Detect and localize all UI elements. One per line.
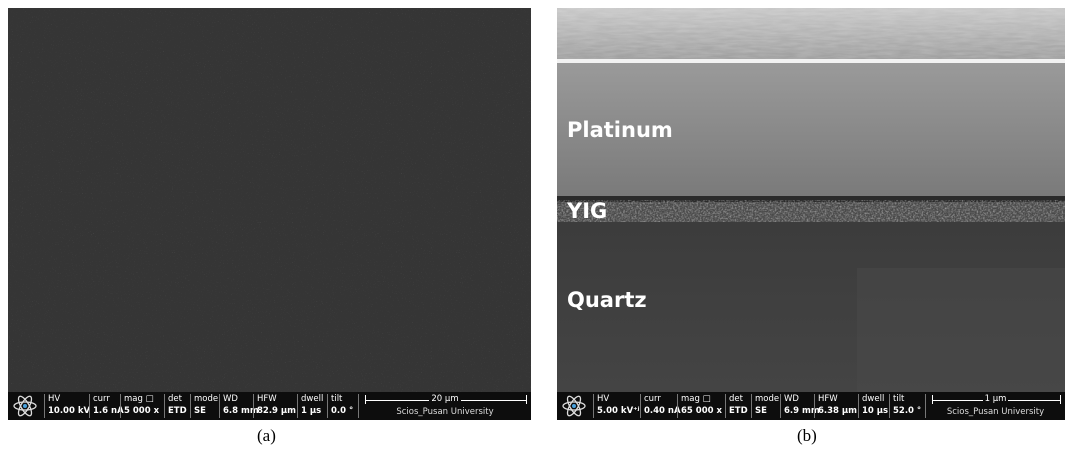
panel-label: (a) [257, 426, 276, 446]
field-value: 10 µs [862, 406, 888, 416]
info-field: HV 10.00 kV [44, 394, 90, 418]
institution: Scios_Pusan University [926, 407, 1065, 417]
field-value: 82.9 µm [257, 406, 296, 416]
info-field: mag □ 5 000 x [120, 394, 159, 418]
info-field: tilt 52.0 ° [889, 394, 921, 418]
info-field: det ETD [725, 394, 748, 418]
info-field: mode SE [190, 394, 218, 418]
sem-image [557, 8, 1065, 392]
field-name: HV [48, 394, 60, 404]
institution: Scios_Pusan University [359, 407, 531, 417]
field-value: SE [755, 406, 779, 416]
field-value: 52.0 ° [893, 406, 921, 416]
field-name: HV [597, 394, 609, 404]
sem-panel: Platinum YIG Quartz HV 5.00 kV⁺ʲ curr 0.40 … [557, 8, 1065, 420]
logo-icon [12, 394, 38, 418]
field-value: ETD [729, 406, 748, 416]
sem-image [8, 8, 531, 392]
field-name: dwell [301, 394, 323, 404]
field-name: mode [194, 394, 218, 404]
info-field: mode SE [751, 394, 779, 418]
field-name: HFW [257, 394, 277, 404]
info-field: dwell 1 µs [297, 394, 323, 418]
layer-label: YIG [567, 199, 607, 223]
page: HV10.00 kVcurr1.6 nAmag □5 000 xdetETDmo… [0, 0, 1067, 450]
field-value: 10.00 kV [48, 406, 90, 416]
field-name: det [168, 394, 182, 404]
scale-bar: 1 µm Scios_Pusan University [925, 394, 1065, 418]
field-name: mag □ [681, 394, 711, 404]
info-field: curr 0.40 nA [640, 394, 681, 418]
layer-label: Platinum [567, 118, 673, 142]
info-field: mag □ 65 000 x [677, 394, 722, 418]
field-name: dwell [862, 394, 884, 404]
field-value: 0.0 ° [331, 406, 353, 416]
field-value: 6.38 µm [818, 406, 857, 416]
info-field: HFW 6.38 µm [814, 394, 857, 418]
field-value: 5.00 kV⁺ʲ [597, 406, 640, 416]
info-field: HV 5.00 kV⁺ʲ [593, 394, 640, 418]
field-name: mode [755, 394, 779, 404]
field-name: tilt [893, 394, 904, 404]
info-field: tilt 0.0 ° [327, 394, 353, 418]
field-name: WD [784, 394, 799, 404]
scale-text: 1 µm [983, 394, 1009, 404]
field-value: 0.40 nA [644, 406, 681, 416]
logo-icon [561, 394, 587, 418]
info-field: dwell 10 µs [858, 394, 888, 418]
field-value: 5 000 x [124, 406, 159, 416]
panel-label: (b) [797, 426, 817, 446]
layer-label: Quartz [567, 288, 647, 312]
scale-text-wrap: 20 µm [359, 394, 531, 404]
field-name: det [729, 394, 743, 404]
field-name: tilt [331, 394, 342, 404]
field-name: mag □ [124, 394, 154, 404]
field-value: 1 µs [301, 406, 323, 416]
field-name: curr [93, 394, 110, 404]
info-field: det ETD [164, 394, 187, 418]
field-name: WD [223, 394, 238, 404]
field-value: 65 000 x [681, 406, 722, 416]
info-field: HFW 82.9 µm [253, 394, 296, 418]
scale-text-wrap: 1 µm [926, 394, 1065, 404]
scale-text: 20 µm [429, 394, 460, 404]
field-name: curr [644, 394, 661, 404]
field-value: ETD [168, 406, 187, 416]
field-value: SE [194, 406, 218, 416]
scale-bar: 20 µm Scios_Pusan University [358, 394, 531, 418]
field-name: HFW [818, 394, 838, 404]
